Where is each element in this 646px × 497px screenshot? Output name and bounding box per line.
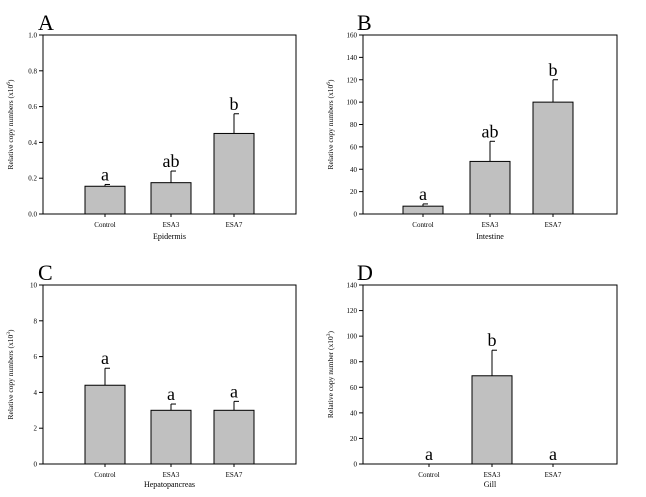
significance-label: ab [482, 121, 499, 141]
y-tick-label: 120 [347, 76, 358, 84]
y-tick-label: 6 [34, 353, 38, 361]
y-tick-label: 100 [347, 99, 358, 107]
x-axis-label: Gill [484, 480, 497, 489]
y-axis-label: Relative copy numbers (x106) [326, 79, 335, 170]
y-tick-label: 4 [34, 389, 38, 397]
bar [213, 409, 255, 465]
y-tick-label: 2 [34, 425, 38, 433]
y-tick-label: 1.0 [28, 32, 37, 40]
bar [532, 101, 574, 215]
y-axis-label: Relative copy number (x103) [326, 330, 335, 418]
y-axis-label: Relative copy numbers (x106) [6, 79, 15, 170]
y-axis-label-exponent: 3 [326, 333, 332, 336]
y-axis-label-close: ) [6, 79, 15, 82]
y-axis-label-main: Relative copy numbers (x10 [6, 334, 15, 419]
x-tick-label: ESA3 [482, 221, 499, 229]
y-axis-label-close: ) [326, 79, 335, 82]
bar [213, 132, 255, 215]
significance-label: b [230, 94, 239, 114]
x-tick-label: ESA7 [226, 471, 243, 479]
significance-label: a [101, 164, 109, 184]
x-tick-label: Control [412, 221, 433, 229]
panel-letter: A [38, 10, 54, 35]
y-axis-label: Relative copy numbers (x103) [6, 329, 15, 420]
significance-label: b [488, 330, 497, 350]
x-tick-label: Control [94, 471, 115, 479]
chart-panel-a: A 0.0 0.2 0.4 0.6 0.8 1.0 a Control ab ESA3 b ESA7 Ep… [6, 10, 297, 241]
y-tick-label: 0 [354, 211, 358, 219]
bar [471, 375, 513, 465]
y-tick-label: 0 [34, 461, 38, 469]
y-tick-label: 140 [347, 54, 358, 62]
y-tick-label: 0.6 [28, 103, 37, 111]
y-tick-label: 20 [350, 188, 358, 196]
panel-letter: B [357, 10, 372, 35]
chart-panel-b: B 0 20 40 60 80 100 120 140 160 a Control ab ESA3 b ESA… [326, 10, 618, 241]
y-axis-label-close: ) [6, 329, 15, 332]
y-tick-label: 140 [347, 282, 358, 290]
y-tick-label: 0.8 [28, 67, 37, 75]
y-tick-label: 80 [350, 121, 358, 129]
x-tick-label: ESA7 [226, 221, 243, 229]
y-axis-label-exponent: 6 [326, 82, 332, 85]
significance-label: b [549, 60, 558, 80]
y-axis-label-exponent: 6 [6, 82, 12, 85]
significance-label: a [230, 381, 238, 401]
x-tick-label: ESA3 [484, 471, 501, 479]
bar [84, 185, 126, 215]
bar [402, 205, 444, 215]
x-axis-label: Epidermis [153, 232, 186, 241]
y-tick-label: 0.4 [28, 139, 37, 147]
y-tick-label: 8 [34, 317, 38, 325]
y-tick-label: 0.2 [28, 175, 37, 183]
y-tick-label: 10 [30, 282, 38, 290]
bar [469, 160, 511, 215]
y-tick-label: 100 [347, 333, 358, 341]
y-axis-label-main: Relative copy numbers (x10 [6, 84, 15, 169]
panel-letter: D [357, 260, 373, 285]
significance-label: a [101, 348, 109, 368]
y-axis-label-main: Relative copy number (x10 [326, 336, 335, 418]
y-axis-label-main: Relative copy numbers (x10 [326, 84, 335, 169]
y-tick-label: 40 [350, 409, 358, 417]
x-tick-label: Control [418, 471, 439, 479]
x-tick-label: ESA3 [163, 221, 180, 229]
bar [150, 409, 192, 465]
y-tick-label: 60 [350, 143, 358, 151]
significance-label: a [167, 384, 175, 404]
x-tick-label: ESA7 [545, 471, 562, 479]
y-tick-label: 80 [350, 358, 358, 366]
y-axis-label-close: ) [326, 330, 335, 333]
bar [84, 384, 126, 465]
x-tick-label: ESA3 [163, 471, 180, 479]
y-tick-label: 40 [350, 166, 358, 174]
y-tick-label: 60 [350, 384, 358, 392]
y-tick-label: 0 [354, 461, 358, 469]
y-tick-label: 120 [347, 307, 358, 315]
x-axis-label: Hepatopancreas [144, 480, 195, 489]
panel-letter: C [38, 260, 53, 285]
y-tick-label: 160 [347, 32, 358, 40]
significance-label: a [549, 444, 557, 464]
significance-label: a [419, 184, 427, 204]
y-axis-label-exponent: 3 [6, 332, 12, 335]
y-tick-label: 20 [350, 435, 358, 443]
chart-panel-d: D 0 20 40 60 80 100 120 140 a Control b ESA3 a ESA7 Gil… [326, 260, 618, 489]
x-tick-label: Control [94, 221, 115, 229]
chart-panel-c: C 0 2 4 6 8 10 a Control a ESA3 a ESA7 Hepatopancreas… [6, 260, 297, 489]
x-tick-label: ESA7 [545, 221, 562, 229]
y-tick-label: 0.0 [28, 211, 37, 219]
bar [150, 182, 192, 215]
significance-label: ab [163, 151, 180, 171]
significance-label: a [425, 444, 433, 464]
x-axis-label: Intestine [476, 232, 504, 241]
